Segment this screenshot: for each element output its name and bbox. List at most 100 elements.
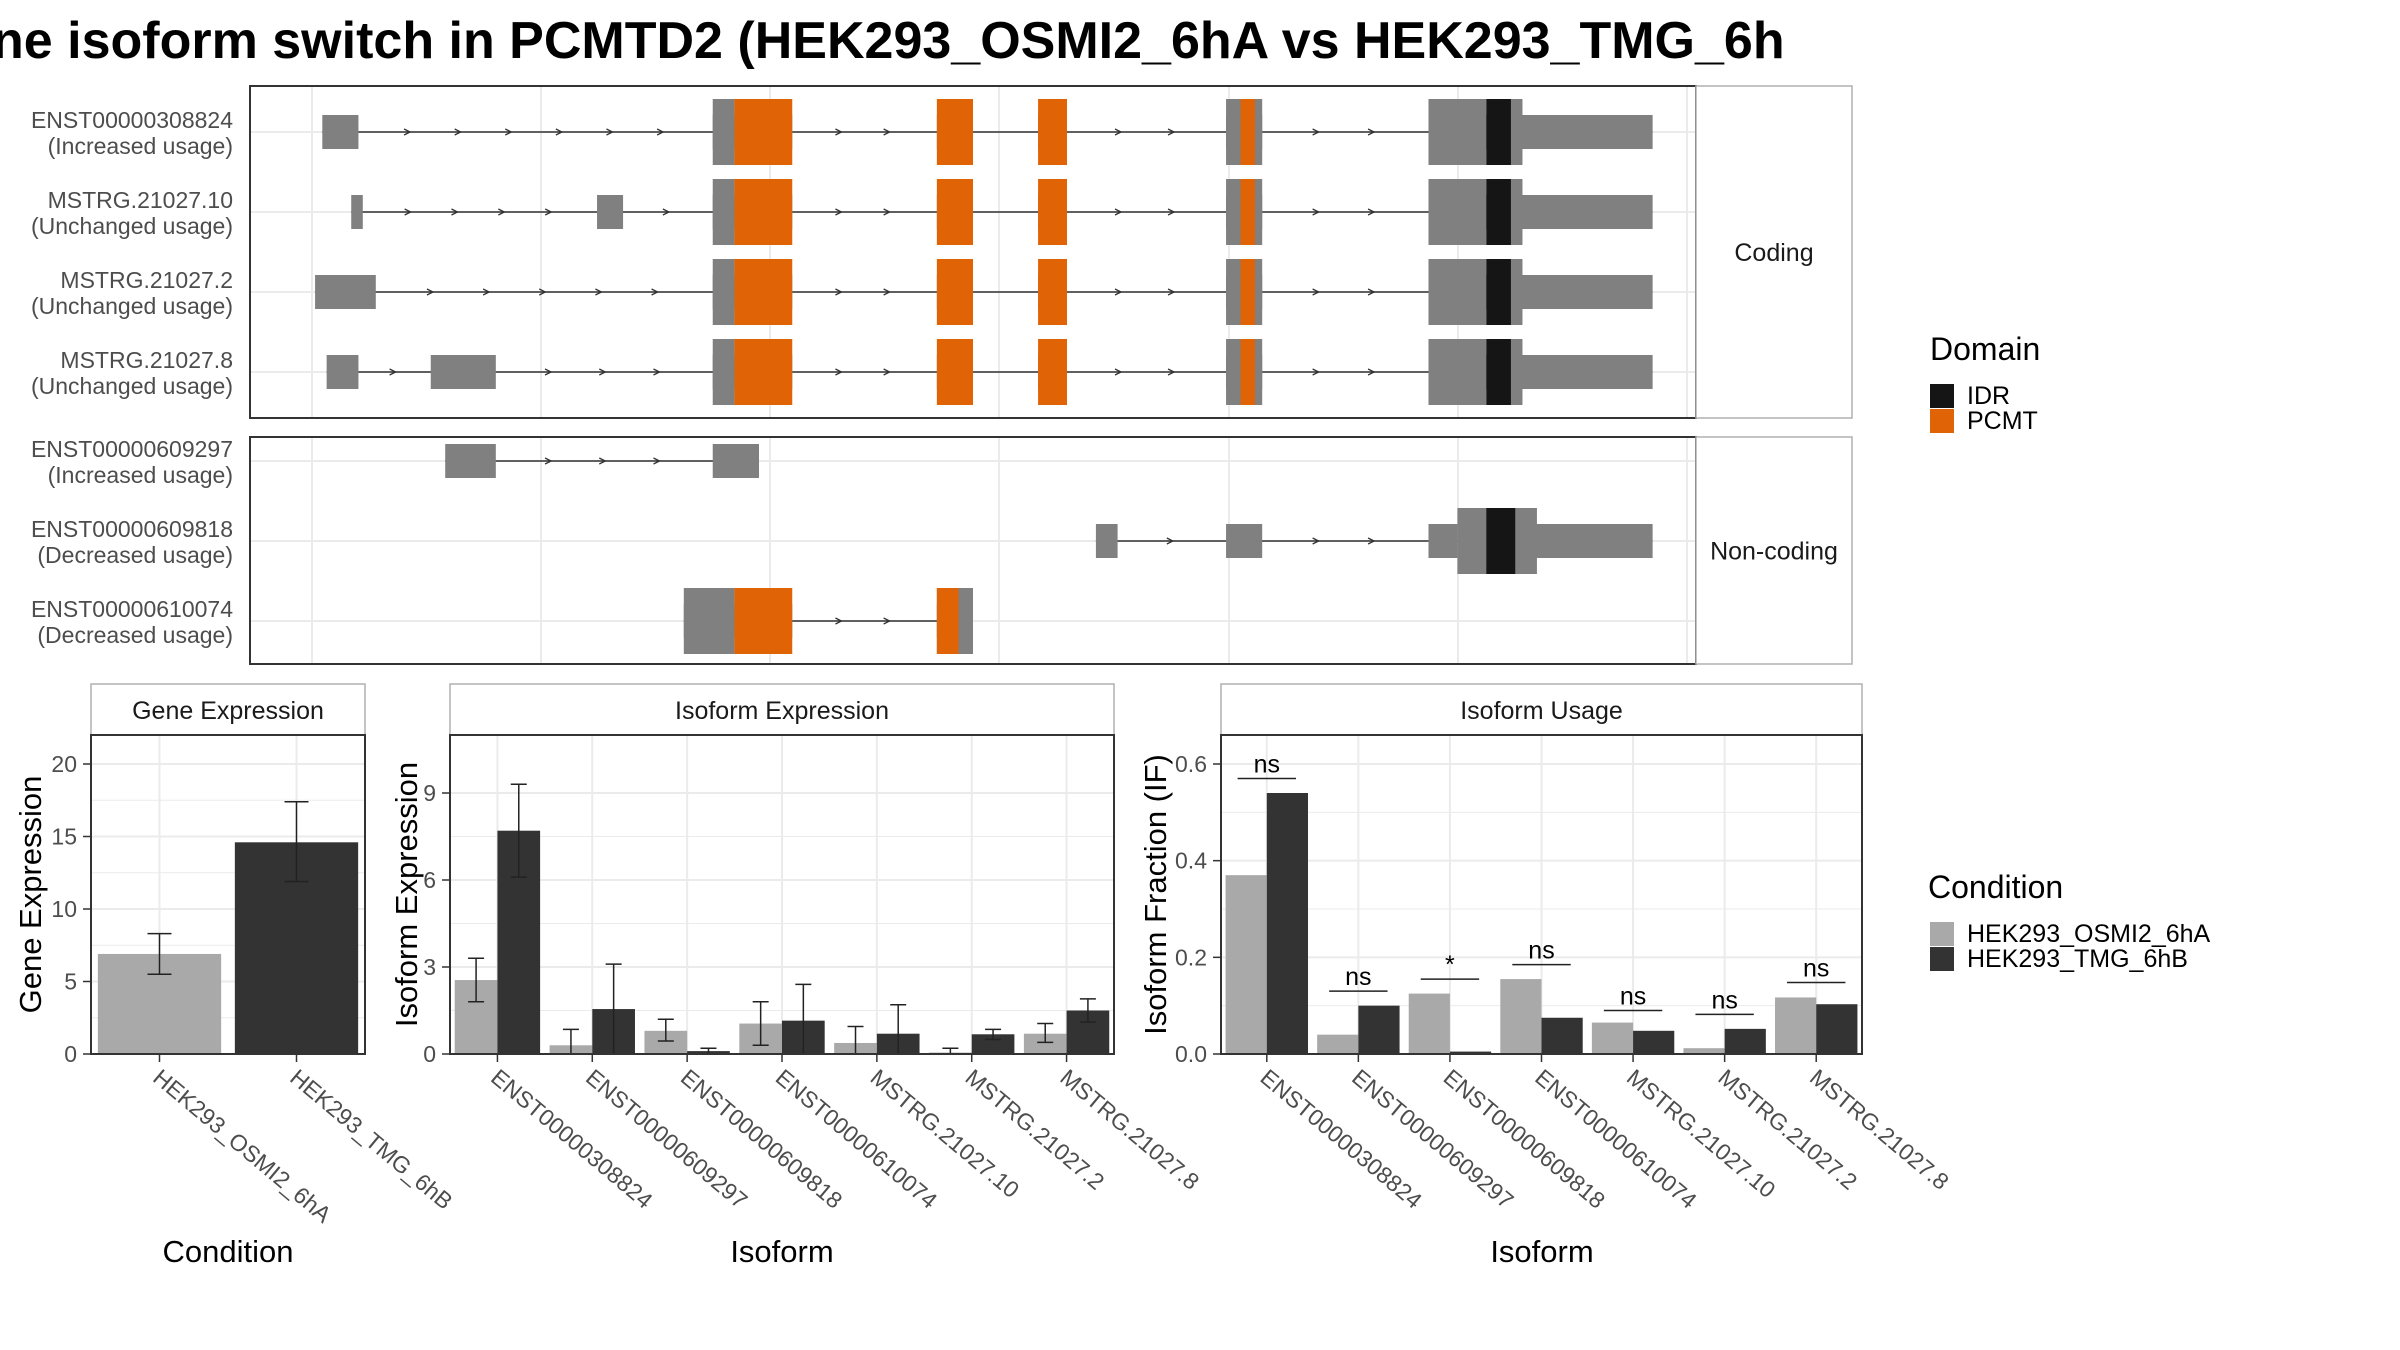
- legend-swatch-pcmt: [1930, 409, 1954, 433]
- significance-label: ns: [1345, 963, 1371, 991]
- condition-legend-title: Condition: [1928, 869, 2063, 905]
- x-axis-label: Condition: [163, 1234, 294, 1269]
- x-tick-label: ENST00000610074: [1530, 1064, 1702, 1214]
- exon: [1522, 355, 1653, 389]
- exon: [1428, 524, 1458, 558]
- transcript-usage: (Increased usage): [48, 462, 233, 488]
- x-axis-label: Isoform: [730, 1234, 833, 1269]
- exon: [430, 355, 496, 389]
- domain-pcmt: [734, 259, 793, 325]
- facet-1: Non-coding ENST00000609297(Increased usag…: [31, 436, 1853, 665]
- intron-arrow: [1167, 368, 1176, 376]
- domain-pcmt: [1240, 99, 1255, 165]
- transcript-id: ENST00000308824: [31, 107, 233, 133]
- intron-arrow: [656, 128, 665, 136]
- x-tick-label: ENST00000609818: [1439, 1064, 1611, 1214]
- intron-arrow: [1312, 368, 1321, 376]
- chart-panel-1: Isoform Expression0369ENST00000308824ENS…: [389, 683, 1204, 1269]
- transcript-usage: (Decreased usage): [37, 622, 233, 648]
- y-tick-label: 0.2: [1175, 944, 1207, 970]
- intron-arrow: [544, 208, 553, 216]
- x-tick-label: ENST00000308824: [1256, 1064, 1428, 1214]
- exon: [351, 195, 363, 229]
- domain-pcmt: [1240, 179, 1255, 245]
- transcript-row: MSTRG.21027.10(Unchanged usage): [31, 179, 1653, 245]
- exon: [712, 444, 759, 478]
- y-axis-label: Isoform Expression: [389, 762, 424, 1027]
- domain-pcmt: [734, 179, 793, 245]
- intron-arrow: [451, 208, 459, 216]
- cds-exon: [1428, 179, 1487, 245]
- bar: [1449, 1051, 1492, 1054]
- intron-arrow: [662, 208, 671, 216]
- intron-arrow: [538, 288, 547, 296]
- intron-arrow: [1312, 537, 1321, 545]
- y-tick-label: 0: [64, 1041, 77, 1067]
- exon: [1522, 115, 1653, 149]
- bar: [1023, 1033, 1067, 1054]
- facet-label: Non-coding: [1710, 538, 1838, 566]
- x-tick-label: ENST00000308824: [486, 1064, 658, 1214]
- intron-arrow: [653, 457, 661, 465]
- cds-exon: [1428, 99, 1487, 165]
- figure-title: ne isoform switch in PCMTD2 (HEK293_OSMI…: [0, 12, 1785, 70]
- intron-arrow: [883, 288, 892, 296]
- y-tick-label: 0.6: [1175, 751, 1207, 777]
- x-tick-label: ENST00000609297: [1347, 1064, 1519, 1214]
- intron-arrow: [504, 128, 513, 136]
- y-tick-label: 0.4: [1175, 848, 1207, 874]
- domain-legend-title: Domain: [1930, 331, 2040, 367]
- cds-exon: [683, 588, 735, 654]
- intron-arrow: [883, 368, 892, 376]
- transcript-id: MSTRG.21027.8: [60, 347, 233, 373]
- x-axis-label: Isoform: [1490, 1234, 1593, 1269]
- facet-strip: [1695, 436, 1853, 665]
- domain-pcmt: [1038, 179, 1067, 245]
- transcript-id: ENST00000609297: [31, 436, 233, 462]
- y-axis-label: Isoform Fraction (IF): [1138, 754, 1173, 1035]
- transcript-row: ENST00000308824(Increased usage): [31, 99, 1653, 165]
- domain-pcmt: [1038, 339, 1067, 405]
- intron-arrow: [1312, 208, 1321, 216]
- domain-pcmt: [1240, 259, 1255, 325]
- cds-exon: [1428, 259, 1487, 325]
- domain-pcmt: [936, 339, 973, 405]
- x-tick-label: ENST00000609297: [581, 1064, 753, 1214]
- x-tick-label: ENST00000610074: [771, 1064, 943, 1214]
- chart-title: Gene Expression: [132, 697, 324, 725]
- cds-exon: [712, 99, 735, 165]
- chart-strip: [1220, 683, 1863, 736]
- intron-arrow: [1114, 288, 1123, 296]
- legend-swatch-cond_a: [1930, 922, 1954, 946]
- intron-arrow: [1167, 288, 1176, 296]
- intron-arrow: [835, 368, 843, 376]
- transcript-row: ENST00000609818(Decreased usage): [31, 508, 1653, 574]
- bar: [644, 1030, 688, 1054]
- cds-exon: [1428, 339, 1487, 405]
- domain-pcmt: [936, 588, 959, 654]
- domain-pcmt: [1038, 259, 1067, 325]
- intron-arrow: [835, 617, 843, 625]
- domain-pcmt: [1038, 99, 1067, 165]
- bar: [1408, 993, 1450, 1054]
- intron-arrow: [883, 208, 892, 216]
- exon: [1095, 524, 1118, 558]
- cds-exon: [712, 259, 735, 325]
- intron-arrow: [482, 288, 491, 296]
- exon: [1226, 524, 1263, 558]
- intron-arrow: [595, 288, 603, 296]
- bar: [1683, 1048, 1725, 1054]
- intron-arrow: [883, 617, 892, 625]
- intron-arrow: [1312, 288, 1321, 296]
- legend-label: HEK293_TMG_6hB: [1967, 945, 2188, 973]
- bar: [1541, 1017, 1583, 1054]
- exon: [1522, 275, 1653, 309]
- x-tick-label: ENST00000609818: [676, 1064, 848, 1214]
- transcript-usage: (Decreased usage): [37, 542, 233, 568]
- intron-arrow: [1367, 208, 1376, 216]
- bar: [1225, 875, 1267, 1054]
- intron-arrow: [1312, 128, 1321, 136]
